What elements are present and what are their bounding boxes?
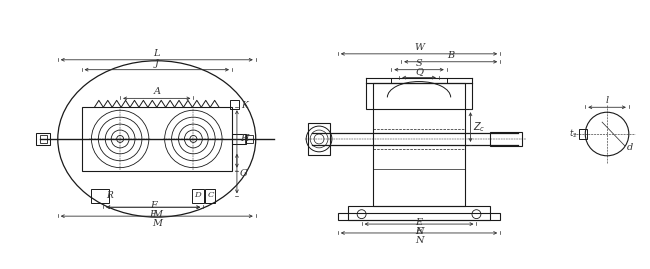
- Text: N: N: [415, 227, 423, 236]
- Bar: [365, 83, 473, 109]
- Bar: [338, 213, 500, 220]
- Text: H: H: [240, 134, 248, 143]
- Text: W: W: [414, 43, 424, 52]
- Text: S: S: [416, 59, 422, 68]
- Text: M: M: [151, 219, 162, 228]
- Text: F: F: [150, 201, 157, 210]
- Text: D: D: [194, 191, 201, 199]
- Text: M: M: [151, 210, 162, 219]
- Bar: [81, 107, 232, 171]
- Text: G: G: [240, 169, 248, 178]
- Text: d: d: [627, 143, 633, 152]
- Bar: [490, 132, 522, 146]
- Text: C: C: [207, 191, 214, 199]
- Bar: [232, 134, 246, 144]
- Bar: [374, 83, 465, 206]
- Text: J: J: [155, 59, 159, 68]
- Text: B: B: [447, 51, 454, 60]
- Bar: [40, 135, 47, 143]
- Text: F: F: [150, 210, 156, 219]
- Text: $Z_c$: $Z_c$: [473, 120, 486, 134]
- Text: N: N: [415, 236, 423, 245]
- Bar: [391, 75, 447, 83]
- Bar: [308, 123, 330, 155]
- Text: E: E: [415, 218, 423, 227]
- Bar: [205, 189, 215, 203]
- Bar: [192, 189, 204, 203]
- Bar: [36, 133, 50, 145]
- Bar: [92, 189, 109, 203]
- Text: l: l: [606, 96, 608, 105]
- Bar: [230, 100, 239, 109]
- Bar: [579, 129, 587, 139]
- Text: Q: Q: [415, 67, 423, 76]
- Bar: [348, 206, 490, 220]
- Text: R: R: [107, 191, 113, 200]
- Text: K: K: [241, 101, 248, 110]
- Text: E: E: [415, 227, 423, 236]
- Bar: [245, 135, 253, 143]
- Text: A: A: [153, 87, 161, 96]
- Text: $t_2$: $t_2$: [569, 128, 577, 140]
- Text: L: L: [153, 49, 160, 58]
